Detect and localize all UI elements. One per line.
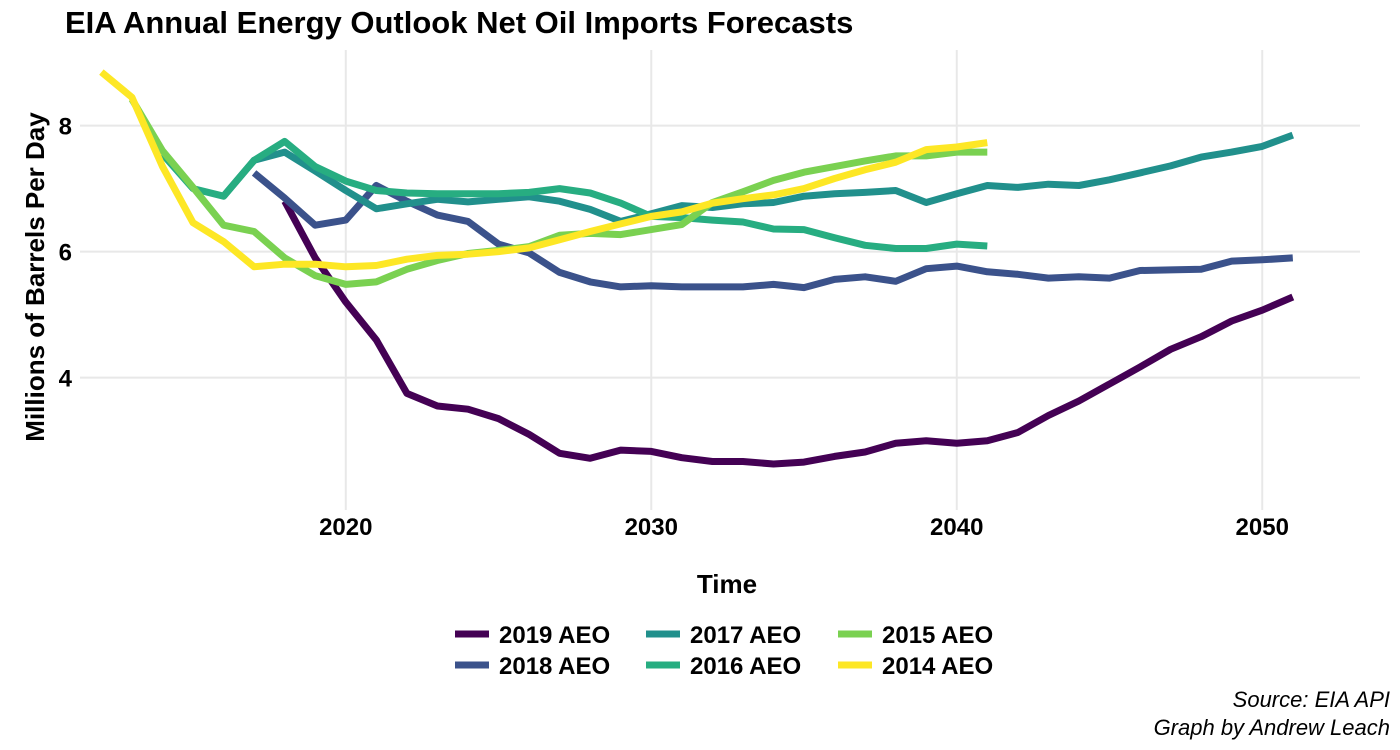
legend-label: 2014 AEO: [882, 653, 993, 680]
legend-label: 2017 AEO: [690, 622, 801, 649]
y-axis-title: Millions of Barrels Per Day: [20, 112, 50, 442]
tick-labels: 2020 2030 2040 2050 4 6 8: [59, 114, 1289, 541]
y-tick-label: 8: [59, 114, 72, 141]
x-tick-label: 2020: [319, 514, 372, 541]
series-lines: [99, 69, 1295, 468]
legend-label: 2016 AEO: [690, 653, 801, 680]
series-line-2016: [159, 137, 988, 252]
series-line-2015: [128, 97, 988, 288]
series-line-2019: [281, 199, 1295, 468]
y-tick-label: 6: [59, 240, 72, 267]
y-tick-label: 4: [59, 366, 73, 393]
series-line-2018: [251, 170, 1294, 292]
series-line-2017: [220, 131, 1295, 225]
source-caption: Source: EIA API: [1233, 687, 1390, 712]
chart-title: EIA Annual Energy Outlook Net Oil Import…: [65, 5, 853, 40]
x-axis-title: Time: [697, 569, 757, 599]
author-caption: Graph by Andrew Leach: [1154, 715, 1390, 740]
series-line-2014: [99, 69, 988, 271]
gridlines: [80, 50, 1360, 510]
legend-label: 2018 AEO: [499, 653, 610, 680]
x-tick-label: 2050: [1236, 514, 1289, 541]
x-tick-label: 2040: [930, 514, 983, 541]
x-tick-label: 2030: [625, 514, 678, 541]
legend: 2019 AEO 2018 AEO 2017 AEO 2016 AEO 2015 AEO…: [455, 622, 993, 680]
legend-label: 2019 AEO: [499, 622, 610, 649]
legend-label: 2015 AEO: [882, 622, 993, 649]
